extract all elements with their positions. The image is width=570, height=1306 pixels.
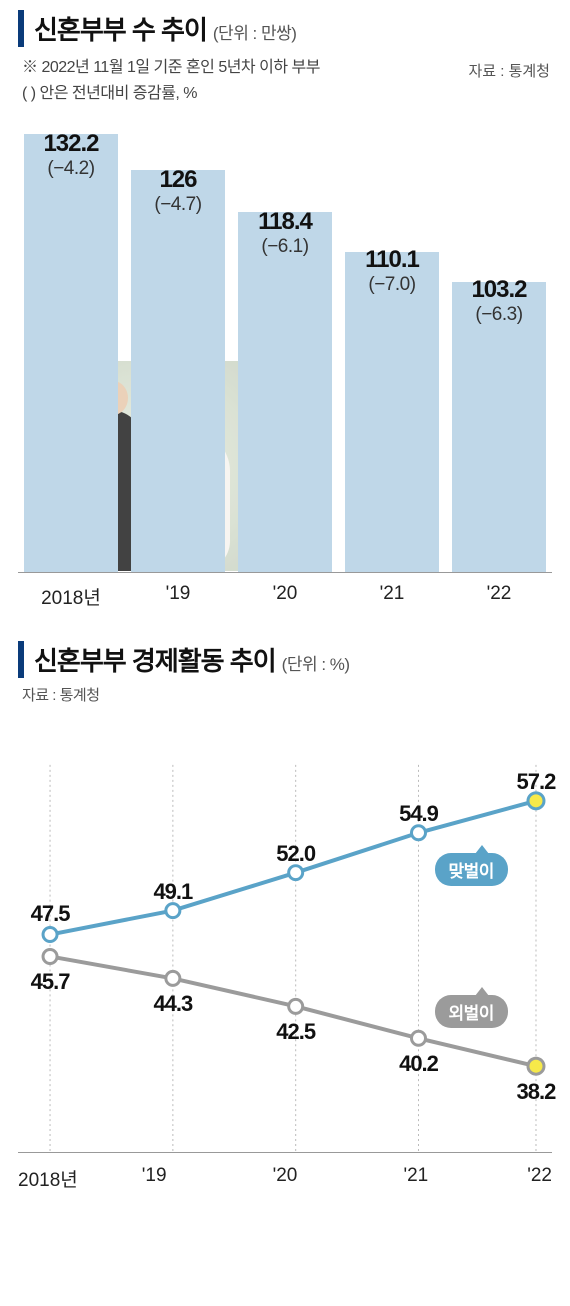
point-label: 47.5 <box>31 901 70 927</box>
chart2-source: 자료 : 통계청 <box>22 684 552 705</box>
chart2-title-row: 신혼부부 경제활동 추이 (단위 : %) <box>18 641 552 678</box>
bar-rect: 110.1 (−7.0) <box>345 252 439 572</box>
series-tag-dual: 맞벌이 <box>435 853 508 886</box>
line-xtick: '22 <box>488 1165 552 1192</box>
point-label: 52.0 <box>276 841 315 867</box>
bar-rect: 103.2 (−6.3) <box>452 282 546 572</box>
point-label: 38.2 <box>517 1079 556 1105</box>
bar-plot: 132.2 (−4.2) 126 (−4.7) 118.4 (− <box>18 133 552 573</box>
bar-rect: 132.2 (−4.2) <box>24 134 118 572</box>
point-label: 44.3 <box>153 991 192 1017</box>
chart1-subtitle2: ( ) 안은 전년대비 증감률, % <box>22 79 552 103</box>
bar-value: 103.2 <box>471 276 526 304</box>
bar-change: (−4.7) <box>154 194 201 216</box>
bar-value: 132.2 <box>43 130 98 158</box>
bar-rect: 126 (−4.7) <box>131 170 225 572</box>
bar-rect: 118.4 (−6.1) <box>238 212 332 572</box>
bar-value: 110.1 <box>365 246 419 274</box>
bar-chart: 132.2 (−4.2) 126 (−4.7) 118.4 (− <box>18 133 552 623</box>
bar-2018: 132.2 (−4.2) <box>24 134 118 572</box>
chart2-unit: (단위 : %) <box>282 650 350 675</box>
line-xtick: 2018년 <box>18 1165 82 1192</box>
bar-change: (−4.2) <box>43 158 98 180</box>
bar-xtick: '22 <box>452 583 546 610</box>
newlywed-economy-section: 신혼부부 경제활동 추이 (단위 : %) 자료 : 통계청 맞벌이 외벌이 4… <box>0 631 570 1213</box>
bar-change: (−6.3) <box>471 304 526 326</box>
bar-value: 118.4 <box>258 208 312 236</box>
line-xtick: '20 <box>226 1165 343 1192</box>
point-label: 49.1 <box>153 879 192 905</box>
bar-2019: 126 (−4.7) <box>131 170 225 572</box>
bar-change: (−7.0) <box>365 274 419 296</box>
bar-value: 126 <box>154 166 201 194</box>
line-xtick: '21 <box>357 1165 474 1192</box>
chart1-title: 신혼부부 수 추이 <box>34 10 207 47</box>
newlywed-count-section: 신혼부부 수 추이 (단위 : 만쌍) ※ 2022년 11월 1일 기준 혼인… <box>0 0 570 631</box>
point-label: 57.2 <box>517 769 556 795</box>
point-label: 40.2 <box>399 1051 438 1077</box>
series-tag-single: 외벌이 <box>435 995 508 1028</box>
point-label: 45.7 <box>31 969 70 995</box>
point-label: 54.9 <box>399 801 438 827</box>
bar-xtick: '21 <box>345 583 439 610</box>
bar-change: (−6.1) <box>258 236 312 258</box>
chart1-unit: (단위 : 만쌍) <box>213 19 297 44</box>
chart2-title: 신혼부부 경제활동 추이 <box>34 641 276 678</box>
bar-xtick: 2018년 <box>24 583 118 610</box>
line-svg <box>18 735 552 1152</box>
line-chart: 맞벌이 외벌이 47.549.152.054.957.245.744.342.5… <box>18 735 552 1205</box>
bar-2022: 103.2 (−6.3) <box>452 282 546 572</box>
bar-2020: 118.4 (−6.1) <box>238 212 332 572</box>
chart1-source: 자료 : 통계청 <box>468 60 550 81</box>
chart1-title-row: 신혼부부 수 추이 (단위 : 만쌍) <box>18 10 552 47</box>
bar-xtick: '19 <box>131 583 225 610</box>
line-xaxis: 2018년 '19 '20 '21 '22 <box>18 1153 552 1192</box>
bar-xaxis: 2018년 '19 '20 '21 '22 <box>18 573 552 610</box>
line-plot: 맞벌이 외벌이 47.549.152.054.957.245.744.342.5… <box>18 735 552 1153</box>
bar-2021: 110.1 (−7.0) <box>345 252 439 572</box>
bar-xtick: '20 <box>238 583 332 610</box>
point-label: 42.5 <box>276 1019 315 1045</box>
line-xtick: '19 <box>95 1165 212 1192</box>
